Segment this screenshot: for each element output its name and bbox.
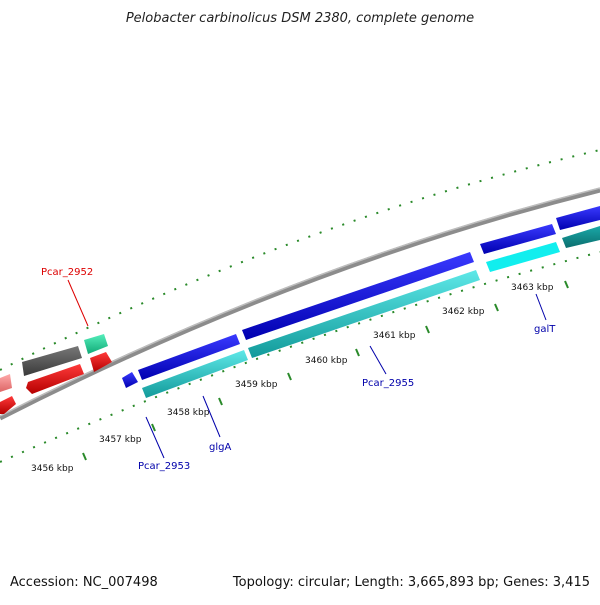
feature-red-left xyxy=(0,396,16,414)
feature-pink xyxy=(0,374,12,392)
scale-labels: 3456 kbp 3457 kbp 3458 kbp 3459 kbp 3460… xyxy=(31,283,554,474)
major-ticks xyxy=(82,280,569,461)
rna-right-edge xyxy=(562,226,600,248)
gene-label-pcar-2952: Pcar_2952 xyxy=(41,267,93,278)
map-title: Pelobacter carbinolicus DSM 2380, comple… xyxy=(126,11,474,26)
tick-label: 3457 kbp xyxy=(99,435,142,445)
cds-glga xyxy=(138,334,240,380)
rna-under-pcar-2955 xyxy=(248,270,480,358)
left-features xyxy=(0,334,112,414)
forward-features xyxy=(122,206,600,398)
tick-label: 3459 kbp xyxy=(235,380,278,390)
rna-under-galt xyxy=(486,242,560,272)
tick-label: 3460 kbp xyxy=(305,356,348,366)
tick-label: 3463 kbp xyxy=(511,283,554,293)
cds-galt xyxy=(480,224,556,254)
gene-label-pcar-2955: Pcar_2955 xyxy=(362,378,414,389)
accession-label: Accession: NC_007498 xyxy=(10,575,158,590)
gene-label-pcar-2953: Pcar_2953 xyxy=(138,461,190,472)
genome-summary: Topology: circular; Length: 3,665,893 bp… xyxy=(232,575,590,590)
tick-label: 3458 kbp xyxy=(167,408,210,418)
gene-labels: Pcar_2952 Pcar_2953 glgA Pcar_2955 galT xyxy=(41,267,556,472)
feature-grey-cds xyxy=(22,346,82,376)
cds-right-edge xyxy=(556,206,600,230)
gene-label-galt: galT xyxy=(534,324,556,335)
gene-label-glga: glgA xyxy=(209,442,231,453)
tick-track-outer xyxy=(0,149,600,371)
feature-mint-rna xyxy=(84,334,108,354)
genome-backbone xyxy=(0,187,600,421)
tick-label: 3461 kbp xyxy=(373,331,416,341)
cds-pcar-2953-arrow xyxy=(122,372,138,388)
feature-red-cds xyxy=(26,364,84,394)
cds-pcar-2955 xyxy=(242,252,474,340)
rna-under-glga xyxy=(142,350,248,398)
tick-label: 3462 kbp xyxy=(442,307,485,317)
feature-red-small xyxy=(90,352,112,372)
tick-label: 3456 kbp xyxy=(31,464,74,474)
